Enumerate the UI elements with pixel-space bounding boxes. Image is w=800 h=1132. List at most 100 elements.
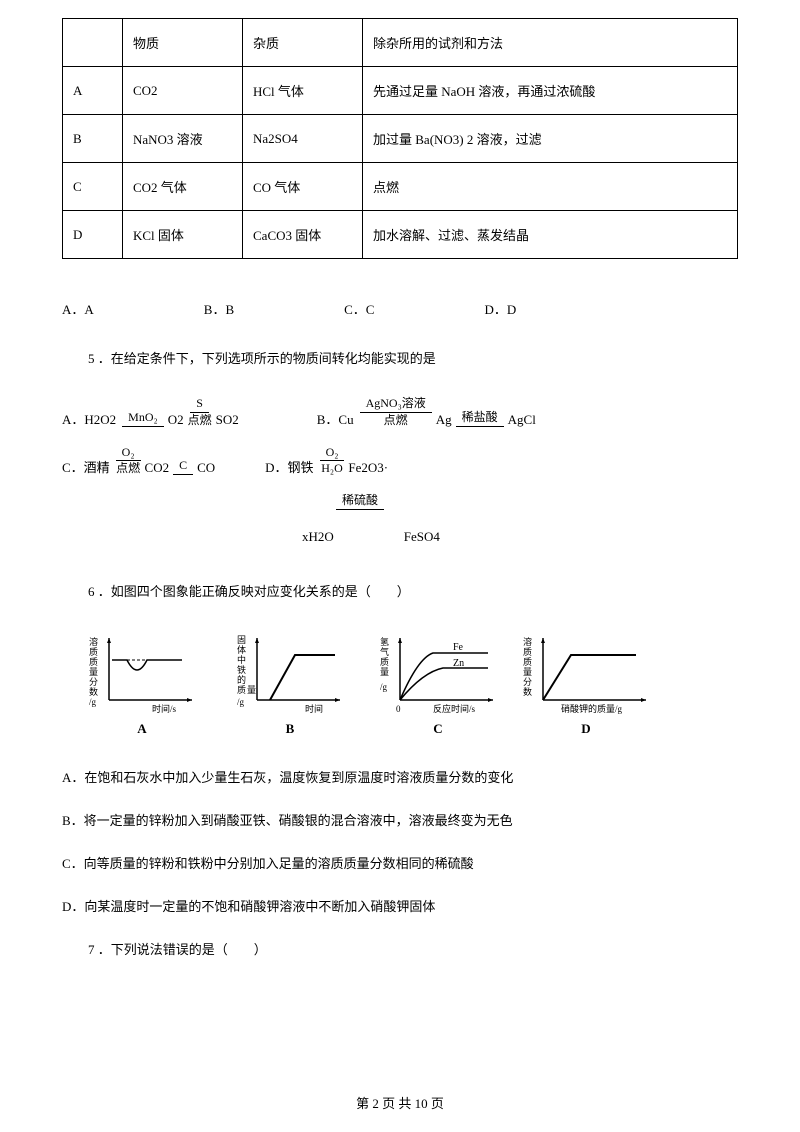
chart-d: 溶 质 质 量 分 数 硝酸钾的质量/g D (526, 630, 646, 737)
svg-text:量: 量 (89, 667, 98, 677)
svg-text:量: 量 (247, 685, 256, 695)
page-footer: 第 2 页 共 10 页 (0, 1093, 800, 1112)
arrow-top: AgNO₃溶液 (360, 397, 432, 413)
cell: 点燃 (363, 163, 738, 211)
arrow-bot: H₂O (321, 461, 343, 476)
chart-c-line2: Zn (453, 658, 464, 669)
q5d-start: D．钢铁 (265, 457, 313, 476)
q5d-end: FeSO4 (404, 529, 440, 545)
chart-b-xlabel: 时间 (305, 703, 323, 714)
svg-text:质: 质 (523, 646, 532, 657)
q5-block: A．H2O2 MnO₂ O2 S 点燃 SO2 B．Cu AgNO₃溶液 点燃 … (62, 397, 738, 545)
reaction-arrow: O₂ 点燃 (116, 446, 141, 477)
reaction-arrow: 稀硫酸 (336, 494, 384, 511)
th-blank (63, 19, 123, 67)
table-row: B NaNO3 溶液 Na2SO4 加过量 Ba(NO3) 2 溶液，过滤 (63, 115, 738, 163)
chart-b: 固 体 中 铁 的 质 量 /g 时间 B (230, 630, 350, 737)
cell: KCl 固体 (123, 211, 243, 259)
cell: 先通过足量 NaOH 溶液，再通过浓硫酸 (363, 67, 738, 115)
q4-options: A．A B．B C．C D．D (62, 299, 738, 318)
q5d-mid: Fe2O3· (348, 460, 388, 476)
q5-option-d-cont: 稀硫酸 (332, 494, 388, 511)
chart-c: Fe Zn 氢 气 质 量 /g 0 反应时间/s C (378, 630, 498, 737)
chart-d-xlabel: 硝酸钾的质量/g (561, 703, 623, 714)
cell: CO2 (123, 67, 243, 115)
cell: CO 气体 (243, 163, 363, 211)
svg-text:铁: 铁 (237, 664, 246, 675)
svg-text:分: 分 (523, 677, 532, 687)
chart-d-svg: 溶 质 质 量 分 数 硝酸钾的质量/g (521, 630, 651, 715)
cell: HCl 气体 (243, 67, 363, 115)
q6-answer-a: A．在饱和石灰水中加入少量生石灰，温度恢复到原温度时溶液质量分数的变化 (62, 767, 738, 786)
svg-text:量: 量 (523, 667, 532, 677)
cell: A (63, 67, 123, 115)
q6-answer-d: D．向某温度时一定量的不饱和硝酸钾溶液中不断加入硝酸钾固体 (62, 896, 738, 915)
cell: CaCO3 固体 (243, 211, 363, 259)
cell: CO2 气体 (123, 163, 243, 211)
reaction-arrow: S 点燃 (188, 397, 212, 428)
svg-text:质: 质 (89, 656, 98, 667)
svg-text:/g: /g (237, 697, 245, 707)
chart-a: 溶 质 质 量 分 数 /g 时间/s A (82, 630, 202, 737)
q5-option-b: B．Cu AgNO₃溶液 点燃 Ag 稀盐酸 AgCl (317, 397, 536, 428)
table-row: A CO2 HCl 气体 先通过足量 NaOH 溶液，再通过浓硫酸 (63, 67, 738, 115)
cell: B (63, 115, 123, 163)
svg-text:/g: /g (380, 682, 388, 692)
q5a-end: SO2 (216, 412, 239, 428)
svg-text:溶: 溶 (523, 636, 532, 647)
svg-text:质: 质 (380, 656, 389, 667)
chart-a-xlabel: 时间/s (152, 703, 177, 714)
svg-text:0: 0 (396, 704, 401, 714)
chart-b-label: B (286, 721, 295, 737)
svg-text:数: 数 (523, 686, 532, 697)
chart-c-line1: Fe (453, 642, 464, 653)
cell: D (63, 211, 123, 259)
svg-text:氢: 氢 (380, 636, 389, 647)
th-substance: 物质 (123, 19, 243, 67)
arrow-top: MnO₂ (122, 411, 164, 427)
q5d-extra: xH2O (302, 529, 334, 545)
arrow-bot: 点燃 (116, 461, 140, 476)
arrow-top: 稀盐酸 (456, 411, 504, 427)
q5b-end: AgCl (508, 412, 536, 428)
q5a-start: A．H2O2 (62, 409, 116, 428)
chart-a-label: A (137, 721, 146, 737)
arrow-top: C (173, 459, 193, 475)
q6-charts: 溶 质 质 量 分 数 /g 时间/s A 固 体 中 铁 的 质 量 /g 时… (82, 630, 738, 737)
chart-a-ylabel: 溶 (89, 636, 98, 647)
svg-text:质: 质 (237, 684, 246, 695)
svg-text:分: 分 (89, 677, 98, 687)
q5c-end: CO (197, 460, 215, 476)
cell: Na2SO4 (243, 115, 363, 163)
svg-text:/g: /g (89, 697, 97, 707)
arrow-top: S (190, 397, 209, 413)
q5b-mid: Ag (436, 412, 452, 428)
svg-text:气: 气 (380, 646, 389, 657)
q6-answer-b: B．将一定量的锌粉加入到硝酸亚铁、硝酸银的混合溶液中，溶液最终变为无色 (62, 810, 738, 829)
arrow-top: O₂ (116, 446, 141, 462)
arrow-bot: 点燃 (384, 413, 408, 428)
reaction-arrow: O₂ H₂O (320, 446, 345, 477)
q5-text: 5 ．在给定条件下，下列选项所示的物质间转化均能实现的是 (62, 348, 738, 367)
option-a: A．A (62, 299, 94, 318)
svg-text:的: 的 (237, 674, 246, 685)
chart-b-svg: 固 体 中 铁 的 质 量 /g 时间 (235, 630, 345, 715)
th-impurity: 杂质 (243, 19, 363, 67)
svg-text:固: 固 (237, 635, 246, 645)
cell: 加过量 Ba(NO3) 2 溶液，过滤 (363, 115, 738, 163)
svg-text:量: 量 (380, 667, 389, 677)
q5-option-a: A．H2O2 MnO₂ O2 S 点燃 SO2 (62, 397, 239, 428)
q5-option-d: D．钢铁 O₂ H₂O Fe2O3· (265, 446, 388, 477)
cell: NaNO3 溶液 (123, 115, 243, 163)
option-c: C．C (344, 299, 374, 318)
reaction-arrow: C (173, 459, 193, 476)
reaction-arrow: MnO₂ (122, 411, 164, 428)
svg-text:质: 质 (523, 656, 532, 667)
arrow-top: O₂ (320, 446, 345, 462)
q6-text: 6 ．如图四个图象能正确反映对应变化关系的是（ ） (62, 581, 738, 600)
svg-text:数: 数 (89, 686, 98, 697)
q7-text: 7 ．下列说法错误的是（ ） (62, 939, 738, 958)
arrow-bot: 点燃 (188, 413, 212, 428)
reaction-arrow: 稀盐酸 (456, 411, 504, 428)
chart-c-label: C (433, 721, 442, 737)
